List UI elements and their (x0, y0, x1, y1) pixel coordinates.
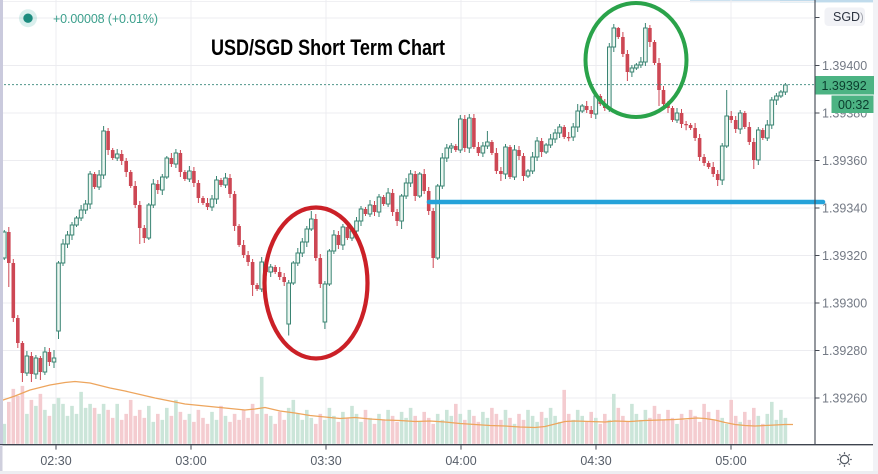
svg-text:+0.00008 (+0.01%): +0.00008 (+0.01%) (53, 12, 158, 26)
svg-text:03:30: 03:30 (310, 454, 341, 468)
svg-text:02:30: 02:30 (40, 454, 71, 468)
svg-text:1.39300: 1.39300 (822, 296, 867, 310)
svg-text:1.39320: 1.39320 (822, 249, 867, 263)
svg-text:USD/SGD Short Term Chart: USD/SGD Short Term Chart (211, 35, 446, 60)
svg-text:03:00: 03:00 (175, 454, 206, 468)
svg-text:1.39360: 1.39360 (822, 154, 867, 168)
svg-text:04:30: 04:30 (580, 454, 611, 468)
svg-text:1.39400: 1.39400 (822, 59, 867, 73)
svg-text:1.39340: 1.39340 (822, 201, 867, 215)
svg-text:1.39280: 1.39280 (822, 344, 867, 358)
svg-text:1.39392: 1.39392 (822, 79, 867, 93)
svg-text:): ) (860, 12, 864, 24)
svg-text:05:00: 05:00 (715, 454, 746, 468)
svg-text:04:00: 04:00 (445, 454, 476, 468)
svg-text:00:32: 00:32 (838, 98, 869, 112)
svg-text:SGD: SGD (833, 10, 860, 24)
svg-text:1.39260: 1.39260 (822, 391, 867, 405)
